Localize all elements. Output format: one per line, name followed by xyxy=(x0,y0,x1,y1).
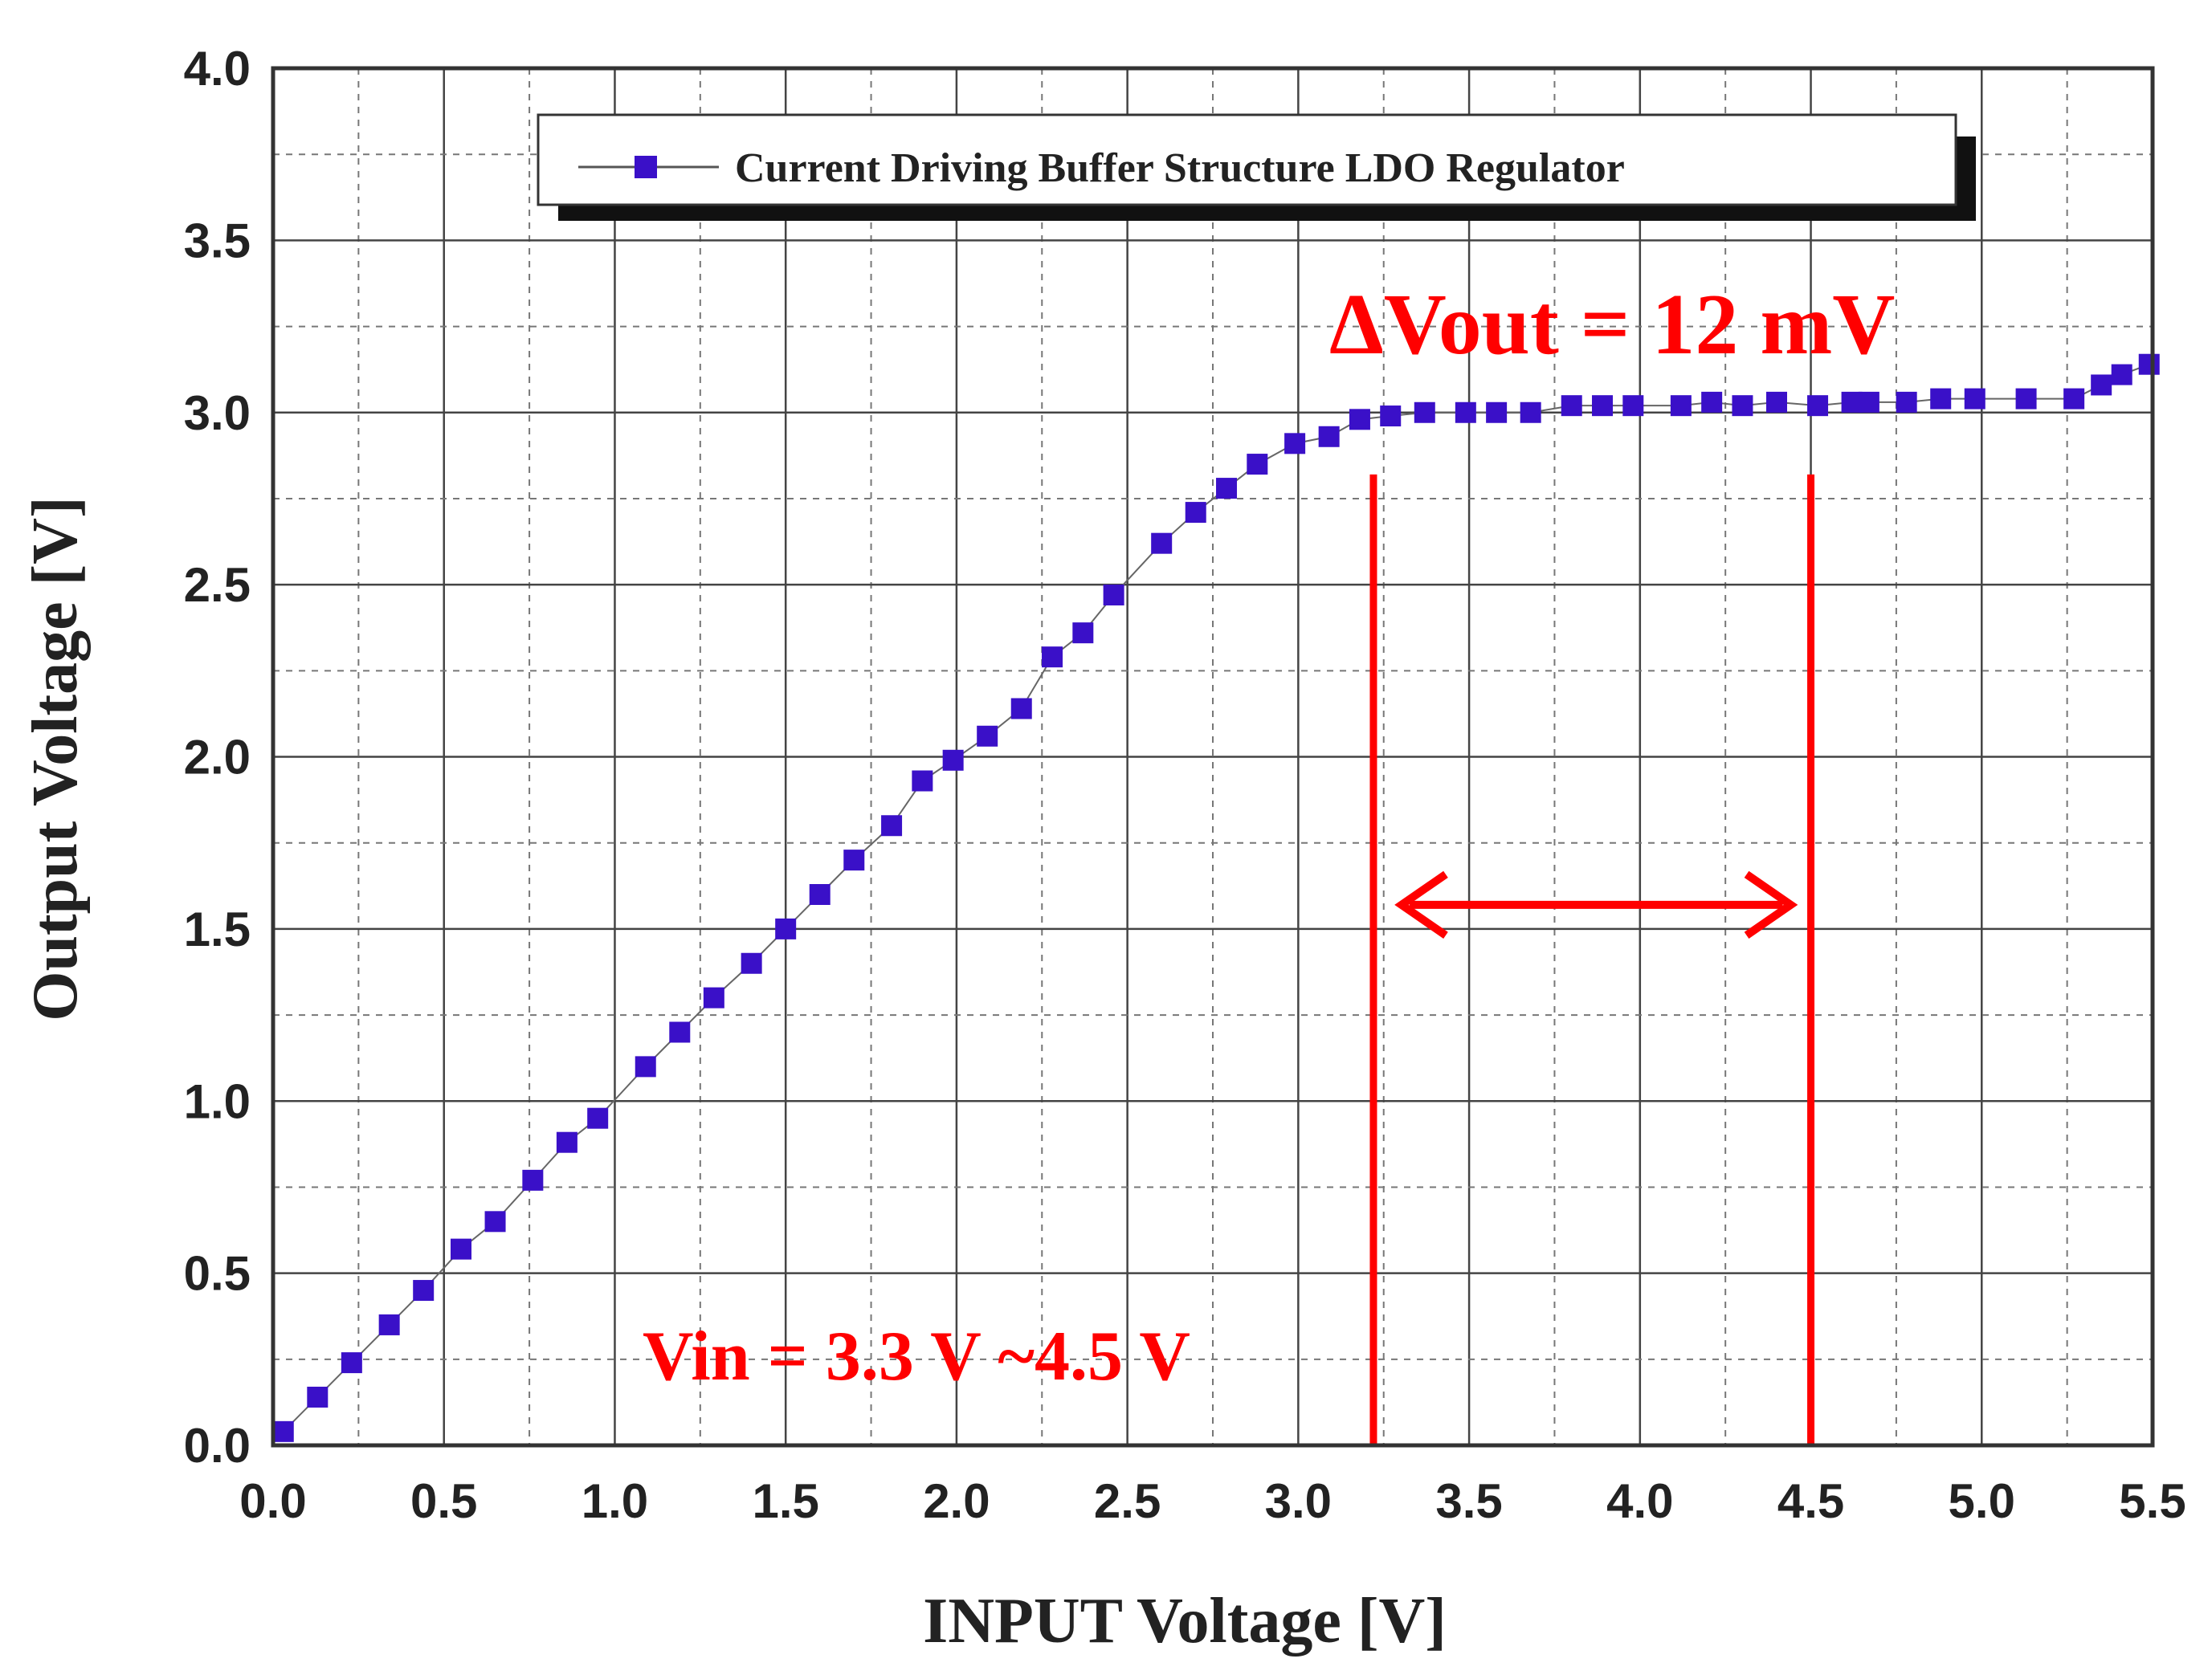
data-point xyxy=(809,884,831,905)
data-point xyxy=(1151,532,1173,554)
y-tick-label: 0.0 xyxy=(184,1419,251,1473)
data-point xyxy=(1732,395,1753,417)
y-axis-title: Output Voltage [V] xyxy=(20,496,91,1021)
data-point xyxy=(1349,409,1370,430)
data-point xyxy=(307,1386,329,1408)
y-tick-label: 4.0 xyxy=(184,42,251,96)
range-arrow xyxy=(1394,870,1798,939)
x-tick-label: 4.0 xyxy=(1606,1474,1673,1528)
x-tick-label: 1.0 xyxy=(582,1474,648,1528)
grid xyxy=(273,68,2153,1445)
data-point xyxy=(1414,401,1435,423)
legend-box xyxy=(537,113,1957,206)
data-point xyxy=(635,1056,656,1078)
data-point xyxy=(1042,646,1063,668)
data-point xyxy=(484,1211,506,1233)
data-point xyxy=(912,770,933,792)
x-tick-label: 3.5 xyxy=(1435,1474,1502,1528)
x-tick-label: 0.0 xyxy=(239,1474,306,1528)
y-tick-label: 3.0 xyxy=(184,386,251,440)
data-point xyxy=(843,850,865,871)
data-point xyxy=(1318,426,1340,447)
legend-marker xyxy=(635,156,657,178)
legend: Current Driving Buffer Structure LDO Reg… xyxy=(537,113,1976,221)
data-point xyxy=(1858,391,1879,413)
data-point xyxy=(1622,395,1644,417)
data-point xyxy=(2091,374,2112,396)
data-point xyxy=(1455,401,1476,423)
data-point xyxy=(1216,478,1238,499)
data-point xyxy=(2138,353,2160,375)
data-point xyxy=(2111,364,2132,385)
x-tick-label: 2.0 xyxy=(923,1474,990,1528)
data-point xyxy=(1247,454,1268,475)
data-point xyxy=(1807,395,1829,417)
data-point xyxy=(1561,395,1582,417)
data-point xyxy=(2015,388,2037,410)
delta-vout-label: ΔVout = 12 mV xyxy=(1329,277,1895,373)
x-tick-label: 4.5 xyxy=(1777,1474,1844,1528)
data-point xyxy=(272,1420,294,1442)
data-point xyxy=(1380,405,1402,427)
data-point xyxy=(413,1280,435,1302)
data-point xyxy=(1766,391,1787,413)
data-point xyxy=(587,1107,609,1129)
x-axis-title: INPUT Voltage [V] xyxy=(923,1586,1447,1657)
x-tick-label: 0.5 xyxy=(410,1474,477,1528)
data-point xyxy=(1896,391,1917,413)
data-point xyxy=(703,987,724,1009)
plot-frame xyxy=(271,66,2155,1448)
data-point xyxy=(1103,584,1124,605)
x-tick-label: 3.0 xyxy=(1265,1474,1332,1528)
data-point xyxy=(1072,622,1094,644)
data-point xyxy=(1486,401,1508,423)
data-point xyxy=(1010,698,1032,719)
y-tick-labels: 0.0 0.5 1.0 1.5 2.0 2.5 3.0 3.5 4.0 xyxy=(184,42,251,1473)
y-tick-label: 3.5 xyxy=(184,214,251,267)
data-point xyxy=(1185,502,1206,524)
x-tick-label: 1.5 xyxy=(752,1474,818,1528)
data-point xyxy=(669,1021,691,1043)
data-point xyxy=(1964,388,1985,410)
data-point xyxy=(556,1131,577,1153)
range-lines xyxy=(1369,474,1815,1445)
data-point xyxy=(881,815,903,837)
arrow-head-left xyxy=(1394,870,1448,939)
series-markers xyxy=(272,353,2160,1442)
data-point xyxy=(1930,388,1952,410)
data-point xyxy=(341,1352,362,1374)
data-point xyxy=(977,725,998,747)
y-tick-label: 2.0 xyxy=(184,731,251,784)
y-tick-label: 1.5 xyxy=(184,903,251,956)
x-tick-label: 5.5 xyxy=(2119,1474,2185,1528)
y-tick-label: 0.5 xyxy=(184,1247,251,1301)
x-tick-label: 2.5 xyxy=(1094,1474,1161,1528)
data-point xyxy=(522,1169,544,1191)
y-tick-label: 1.0 xyxy=(184,1074,251,1128)
data-point xyxy=(1670,395,1692,417)
vin-range-label: Vin = 3.3 V ~4.5 V xyxy=(643,1318,1190,1396)
data-point xyxy=(1701,391,1723,413)
y-tick-label: 2.5 xyxy=(184,558,251,612)
data-point xyxy=(1284,433,1306,454)
x-tick-labels: 0.0 0.5 1.0 1.5 2.0 2.5 3.0 3.5 4.0 4.5 5.0 5.5 xyxy=(239,1474,2185,1528)
data-point xyxy=(775,918,797,939)
data-point xyxy=(741,952,762,974)
data-point xyxy=(1520,401,1541,423)
arrow-head-right xyxy=(1744,870,1798,939)
legend-entry: Current Driving Buffer Structure LDO Reg… xyxy=(735,145,1625,191)
data-point xyxy=(2063,388,2085,410)
x-tick-label: 5.0 xyxy=(1949,1474,2015,1528)
data-point xyxy=(451,1238,471,1260)
data-point xyxy=(378,1314,400,1335)
data-point xyxy=(942,749,964,771)
data-point xyxy=(1592,395,1614,417)
